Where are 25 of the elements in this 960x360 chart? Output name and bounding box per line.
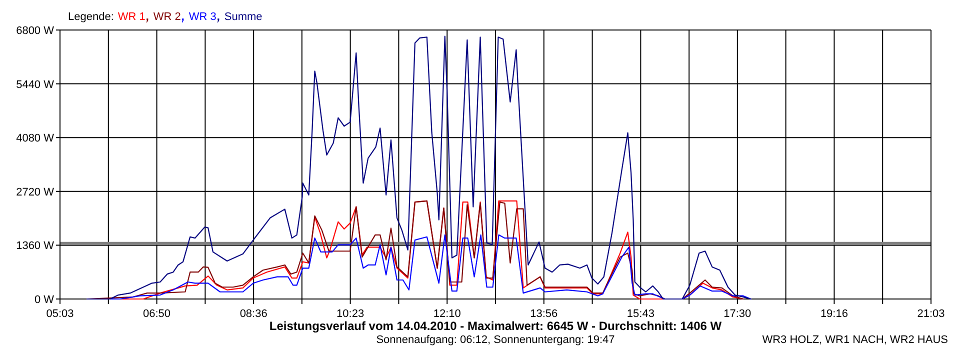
- y-tick-label: 6800 W: [16, 25, 55, 37]
- x-tick-label: 10:23: [336, 308, 364, 320]
- x-tick-label: 17:30: [724, 308, 752, 320]
- legend-label: WR 3: [188, 11, 216, 23]
- x-tick-label: 08:36: [240, 308, 268, 320]
- text: Sonnenaufgang: 06:12, Sonnenuntergang: 19:47: [376, 334, 615, 346]
- text: WR3 HOLZ, WR1 NACH, WR2 HAUS: [762, 334, 948, 346]
- x-tick-label: 06:50: [143, 308, 171, 320]
- text: WR 1: [118, 11, 146, 23]
- y-tick-label: 2720 W: [16, 186, 55, 198]
- x-tick-label: 05:03: [46, 308, 74, 320]
- x-tick-label: 15:43: [626, 308, 654, 320]
- text: Leistungsverlauf vom 14.04.2010 - Maximalwert: 6645 W - Durchschnitt: 1406 W: [269, 319, 722, 333]
- y-tick-label: 5440 W: [16, 78, 55, 91]
- x-tick-label: 13:56: [530, 308, 558, 320]
- line-series: [86, 36, 752, 300]
- y-tick-label: 4080 W: [16, 132, 55, 145]
- y-tick-label: 1360 W: [16, 240, 55, 252]
- x-tick-label: 19:16: [820, 308, 848, 320]
- legend-label: WR 2: [153, 11, 181, 23]
- y-tick-label: 0 W: [34, 294, 55, 306]
- x-tick-label: 21:03: [917, 308, 945, 320]
- legend-label: Summe: [224, 11, 262, 23]
- x-tick-label: 12:10: [433, 308, 461, 320]
- legend-title: Legende:: [68, 11, 114, 23]
